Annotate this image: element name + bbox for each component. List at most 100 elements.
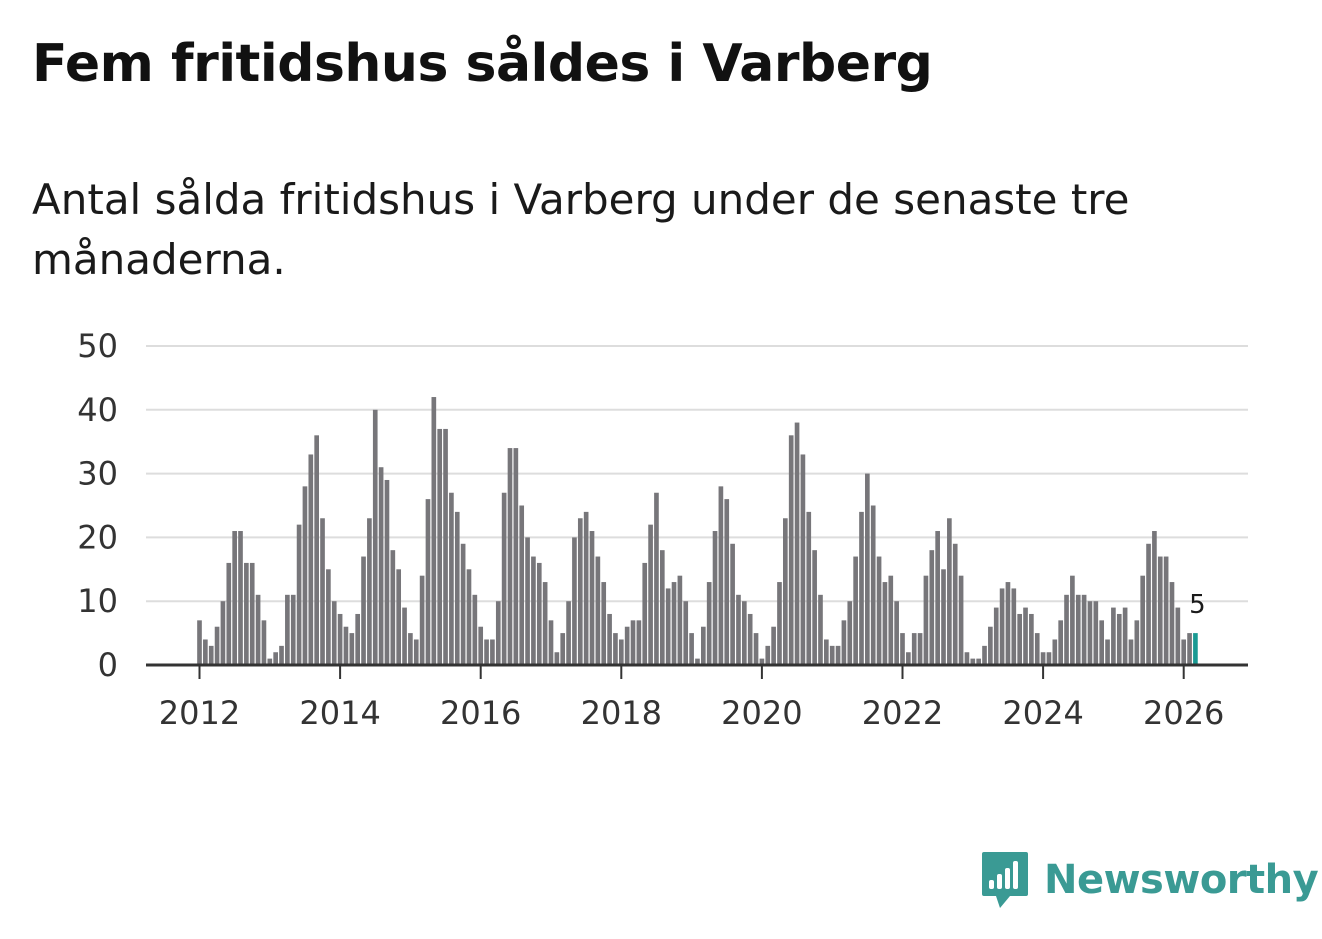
bar — [507, 448, 513, 665]
bar — [378, 467, 384, 665]
bar — [859, 511, 864, 665]
bar — [273, 652, 278, 665]
bar — [1187, 633, 1192, 665]
bar — [712, 531, 718, 665]
bar — [1017, 613, 1022, 665]
bar — [1175, 607, 1181, 665]
bar — [513, 448, 519, 665]
bar — [1152, 531, 1157, 665]
bar — [531, 556, 536, 665]
bar — [1163, 556, 1169, 665]
bar — [566, 601, 571, 665]
bar — [595, 556, 601, 665]
bar — [923, 575, 929, 665]
bar — [1052, 639, 1058, 665]
bar — [952, 543, 958, 665]
bar — [741, 601, 747, 665]
bar — [695, 658, 700, 665]
y-tick-label: 10 — [77, 582, 118, 620]
newsworthy-logo[interactable]: Newsworthy — [980, 850, 1319, 910]
bar — [829, 645, 835, 665]
bar — [232, 531, 237, 665]
bar — [214, 626, 220, 665]
bar — [484, 639, 489, 665]
bar — [706, 582, 712, 665]
bar — [736, 594, 741, 665]
bar — [495, 601, 501, 665]
bar — [683, 601, 689, 665]
bar — [607, 613, 612, 665]
bar — [490, 639, 495, 665]
bar — [536, 562, 542, 665]
bar — [472, 594, 478, 665]
bar — [431, 397, 437, 665]
y-tick-label: 30 — [77, 455, 118, 493]
bar — [1081, 594, 1087, 665]
bar — [1122, 607, 1128, 665]
bar — [560, 633, 566, 665]
bar — [841, 620, 847, 665]
bar — [601, 582, 607, 665]
bar — [1075, 594, 1081, 665]
bar — [238, 531, 243, 665]
bar — [747, 613, 753, 665]
bar — [343, 626, 349, 665]
bar — [888, 575, 894, 665]
bar — [999, 588, 1005, 665]
x-tick-label: 2024 — [1002, 694, 1083, 732]
x-tick-label: 2026 — [1143, 694, 1224, 732]
bar — [1169, 582, 1175, 665]
bars — [197, 397, 1198, 665]
newsworthy-logo-text: Newsworthy — [1044, 857, 1319, 903]
bar — [244, 562, 249, 665]
x-axis — [146, 663, 1248, 679]
bar — [1128, 639, 1134, 665]
chart-title: Fem fritidshus såldes i Varberg — [32, 34, 933, 94]
bar — [724, 499, 730, 665]
x-tick-label: 2018 — [581, 694, 662, 732]
bar — [800, 454, 806, 665]
bar — [197, 620, 202, 665]
bar — [413, 639, 419, 665]
bar — [279, 645, 284, 665]
tick-labels: 0 10 20 30 40 50 5 2012 2014 2016 2018 2020 2022 2024… — [77, 327, 1224, 732]
bar — [906, 652, 911, 665]
bar — [589, 531, 595, 665]
bar — [519, 505, 525, 665]
bar — [1140, 575, 1146, 665]
bar — [1146, 543, 1151, 665]
bar — [466, 569, 472, 665]
highlight-value-label: 5 — [1189, 590, 1206, 620]
bar — [794, 422, 800, 665]
bar — [718, 486, 724, 665]
bar — [941, 569, 946, 665]
bar — [460, 543, 466, 665]
bar — [425, 499, 431, 665]
bar — [390, 550, 396, 665]
bar — [408, 633, 413, 665]
bar — [337, 613, 343, 665]
bar — [525, 537, 530, 665]
newsworthy-logo-icon — [982, 852, 1028, 908]
bar — [677, 575, 683, 665]
bar — [1093, 601, 1099, 665]
bar — [947, 518, 952, 665]
bar — [249, 562, 255, 665]
bar — [648, 524, 653, 665]
bar — [988, 626, 993, 665]
bar — [894, 601, 899, 665]
bar — [454, 511, 460, 665]
bar — [1011, 588, 1017, 665]
bar — [572, 537, 577, 665]
bar — [659, 550, 665, 665]
bar — [1116, 613, 1122, 665]
bar — [226, 562, 232, 665]
bar — [1134, 620, 1140, 665]
x-tick-label: 2022 — [862, 694, 943, 732]
x-tick-label: 2014 — [299, 694, 380, 732]
bar — [964, 652, 970, 665]
bar — [261, 620, 267, 665]
x-tick-label: 2020 — [721, 694, 802, 732]
bar — [290, 594, 296, 665]
